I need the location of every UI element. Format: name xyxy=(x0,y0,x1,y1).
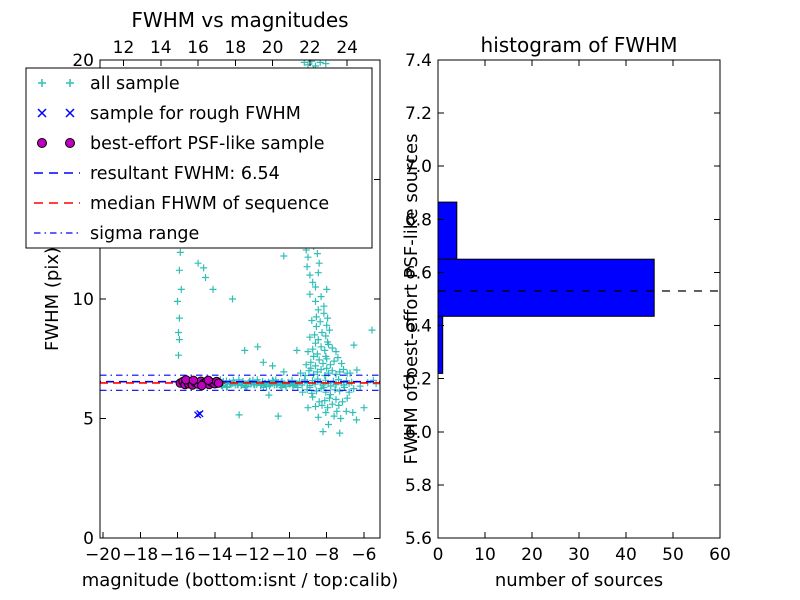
legend-entry-label: median FHWM of sequence xyxy=(90,194,329,214)
right-plot-histogram-of-fwhm: 0 10 20 30 40 50 60 5.6 5.8 6.0 6.2 6.4 6.6 6.8 7.0 7.2… xyxy=(401,33,731,591)
scatter-psf-sample-point xyxy=(197,380,207,391)
x-tick-label: 50 xyxy=(662,545,684,565)
x-tick-label: −14 xyxy=(197,545,233,565)
x-tick-label: −12 xyxy=(234,545,270,565)
top-tick-label: 16 xyxy=(187,38,209,58)
legend-circle-marker-icon xyxy=(37,138,47,148)
y-tick-label: 10 xyxy=(72,290,94,310)
top-tick-label: 20 xyxy=(262,38,284,58)
y-tick-label: 7.0 xyxy=(405,157,432,177)
histogram-bar xyxy=(437,258,655,317)
y-tick-label: 6.4 xyxy=(405,317,432,337)
x-tick-label: −18 xyxy=(122,545,158,565)
x-tick-label: 40 xyxy=(615,545,637,565)
y-tick-label: 20 xyxy=(72,51,94,71)
left-plot-y-axis-label: FWHM (pix) xyxy=(42,247,63,351)
top-tick-label: 18 xyxy=(225,38,247,58)
top-tick-label: 24 xyxy=(336,38,358,58)
legend-plus-marker-icon xyxy=(38,79,46,87)
x-tick-label: 0 xyxy=(433,545,444,565)
legend-plus-marker-icon xyxy=(66,79,74,87)
scatter-psf-sample-point xyxy=(203,375,214,385)
x-tick-label: 10 xyxy=(474,545,496,565)
x-tick-label: −16 xyxy=(160,545,196,565)
x-tick-label: −6 xyxy=(351,545,376,565)
legend-entry: all sample xyxy=(38,74,180,94)
x-tick-label: −8 xyxy=(314,545,339,565)
top-tick-label: 22 xyxy=(299,38,321,58)
right-plot-title: histogram of FWHM xyxy=(481,33,678,57)
legend-entry-label: all sample xyxy=(90,74,180,94)
left-plot-fwhm-vs-magnitudes: −20 −18 −16 −14 −12 −10 −8 −6 12 14 16 18 20 22 24 0 5 10… xyxy=(42,8,398,591)
scatter-rough-sample-points xyxy=(194,410,204,419)
y-tick-label: 5.8 xyxy=(405,476,432,496)
x-tick-label: 60 xyxy=(709,545,731,565)
y-tick-label: 6.8 xyxy=(405,210,432,230)
y-tick-label: 7.4 xyxy=(405,51,432,71)
legend-entry-label: sample for rough FWHM xyxy=(90,104,301,124)
left-plot-ticks: −20 −18 −16 −14 −12 −10 −8 −6 12 14 16 18 20 22 24 0 5 10… xyxy=(72,38,380,565)
left-plot-x-axis-label: magnitude (bottom:isnt / top:calib) xyxy=(82,570,399,591)
scatter-psf-sample-point xyxy=(213,378,224,388)
legend-entry: sample for rough FWHM xyxy=(37,104,301,124)
top-tick-label: 14 xyxy=(150,38,172,58)
legend-entry-label: sigma range xyxy=(90,224,199,244)
left-plot-title: FWHM vs magnitudes xyxy=(131,8,348,32)
y-tick-label: 6.6 xyxy=(405,263,432,283)
right-plot-x-axis-label: number of sources xyxy=(495,570,663,591)
x-tick-label: 30 xyxy=(568,545,590,565)
right-plot-ticks: 0 10 20 30 40 50 60 5.6 5.8 6.0 6.2 6.4 6.6 6.8 7.0 7.2… xyxy=(405,51,731,565)
legend-entry: median FHWM of sequence xyxy=(34,194,329,214)
legend: all sample sample for rough FWHM best-effo… xyxy=(25,67,373,249)
x-tick-label: −20 xyxy=(85,545,121,565)
x-tick-label: 20 xyxy=(521,545,543,565)
histogram-bar xyxy=(437,201,458,260)
y-tick-label: 5.6 xyxy=(405,529,432,549)
legend-entry: sigma range xyxy=(34,224,199,244)
legend-entry-label: best-effort PSF-like sample xyxy=(90,134,325,154)
y-tick-label: 6.2 xyxy=(405,370,432,390)
y-tick-label: 5 xyxy=(83,410,94,430)
y-tick-label: 6.0 xyxy=(405,423,432,443)
x-tick-label: −10 xyxy=(271,545,307,565)
scatter-psf-sample-point xyxy=(188,375,199,385)
histogram-bar xyxy=(437,315,444,374)
y-tick-label: 0 xyxy=(83,529,94,549)
legend-x-marker-icon xyxy=(37,108,47,118)
legend-entry: best-effort PSF-like sample xyxy=(37,134,325,154)
legend-circle-marker-icon xyxy=(65,138,75,148)
right-plot-y-axis-label: FWHM of best-effort PSF-like sources xyxy=(401,134,422,465)
top-tick-label: 12 xyxy=(113,38,135,58)
legend-entry: resultant FWHM: 6.54 xyxy=(34,164,280,184)
legend-x-marker-icon xyxy=(65,108,75,118)
left-plot-data-area xyxy=(100,60,380,437)
legend-box xyxy=(25,67,373,249)
legend-entry-label: resultant FWHM: 6.54 xyxy=(90,164,280,184)
y-tick-label: 7.2 xyxy=(405,104,432,124)
